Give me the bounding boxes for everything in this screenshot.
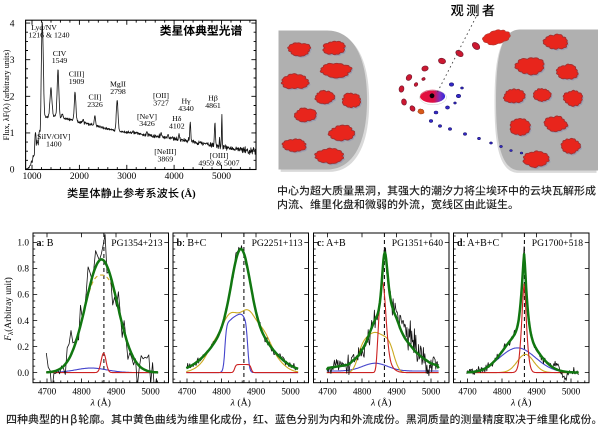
svg-text:CIV: CIV (53, 49, 67, 58)
svg-text:4700: 4700 (318, 387, 337, 397)
svg-text:PG1354+213: PG1354+213 (111, 238, 162, 249)
svg-text:3727: 3727 (153, 99, 169, 108)
svg-text:PG2251+113: PG2251+113 (252, 238, 303, 249)
svg-text:4959 & 5007: 4959 & 5007 (198, 159, 239, 168)
svg-text:4861: 4861 (205, 101, 221, 110)
svg-text:5000: 5000 (141, 387, 160, 397)
svg-text:1909: 1909 (69, 77, 85, 86)
svg-text:4700: 4700 (178, 387, 197, 397)
svg-text:c: A+B: c: A+B (317, 238, 346, 249)
svg-text:2326: 2326 (87, 100, 103, 109)
svg-text:0.6: 0.6 (17, 291, 29, 301)
svg-text:1549: 1549 (52, 56, 68, 65)
svg-text:0.8: 0.8 (17, 265, 29, 275)
svg-text:1400: 1400 (46, 140, 62, 149)
svg-text:5000: 5000 (212, 172, 231, 182)
svg-text:λ (Å): λ (Å) (510, 397, 531, 409)
svg-text:5000: 5000 (562, 387, 581, 397)
svg-text:4800: 4800 (72, 387, 91, 397)
svg-text:MgII: MgII (110, 80, 126, 89)
svg-text:5000: 5000 (281, 387, 300, 397)
svg-text:0.2: 0.2 (17, 343, 29, 353)
svg-text:0.4: 0.4 (17, 317, 29, 327)
svg-text:a: B: a: B (37, 238, 54, 249)
svg-text:CII]: CII] (89, 93, 102, 102)
svg-text:PG1700+518: PG1700+518 (532, 238, 583, 249)
svg-text:1216 & 1240: 1216 & 1240 (28, 31, 69, 40)
svg-text:4: 4 (10, 19, 15, 29)
svg-text:1000: 1000 (23, 172, 42, 182)
svg-text:0: 0 (10, 166, 15, 176)
svg-text:PG1351+640: PG1351+640 (392, 238, 443, 249)
svg-text:4800: 4800 (493, 387, 512, 397)
svg-text:4102: 4102 (169, 122, 185, 131)
svg-text:Lyα/NV: Lyα/NV (31, 23, 57, 32)
svg-text:3426: 3426 (139, 119, 155, 128)
svg-text:Hδ: Hδ (172, 114, 182, 123)
svg-text:1.0: 1.0 (17, 239, 29, 249)
svg-text:(Å): (Å) (181, 188, 196, 200)
svg-text:4900: 4900 (387, 387, 406, 397)
svg-text:4800: 4800 (212, 387, 231, 397)
svg-text:b: B+C: b: B+C (177, 238, 207, 249)
svg-text:4000: 4000 (165, 172, 184, 182)
svg-text:0.0: 0.0 (17, 369, 29, 379)
svg-text:Fλ(Arbitray unit): Fλ(Arbitray unit) (3, 277, 15, 342)
svg-text:3: 3 (10, 56, 15, 66)
svg-text:2: 2 (10, 93, 15, 103)
svg-text:4900: 4900 (107, 387, 126, 397)
svg-text:[OIII]: [OIII] (210, 151, 229, 160)
svg-text:4340: 4340 (178, 104, 194, 113)
svg-text:λ (Å): λ (Å) (370, 397, 391, 409)
svg-text:3000: 3000 (117, 172, 136, 182)
svg-text:4800: 4800 (353, 387, 372, 397)
svg-text:2798: 2798 (110, 87, 126, 96)
svg-text:4700: 4700 (458, 387, 477, 397)
svg-text:Hβ: Hβ (208, 93, 218, 102)
svg-text:λ (Å): λ (Å) (90, 397, 111, 409)
svg-text:4900: 4900 (247, 387, 266, 397)
svg-text:[NeV]: [NeV] (137, 112, 157, 121)
svg-text:5000: 5000 (422, 387, 441, 397)
svg-text:1: 1 (10, 129, 15, 139)
svg-text:4900: 4900 (527, 387, 546, 397)
svg-text:Flux, λF(λ) (arbitrary units): Flux, λF(λ) (arbitrary units) (2, 49, 11, 140)
svg-text:Hγ: Hγ (181, 97, 191, 106)
svg-text:[OII]: [OII] (153, 91, 169, 100)
svg-text:2000: 2000 (70, 172, 89, 182)
svg-text:SiIV/OIV]: SiIV/OIV] (37, 132, 71, 141)
svg-text:λ (Å): λ (Å) (230, 397, 251, 409)
svg-text:3869: 3869 (158, 155, 174, 164)
svg-text:[NeIII]: [NeIII] (154, 147, 176, 156)
svg-text:CIII]: CIII] (69, 70, 85, 79)
svg-text:d: A+B+C: d: A+B+C (457, 238, 499, 249)
svg-text:4700: 4700 (38, 387, 57, 397)
